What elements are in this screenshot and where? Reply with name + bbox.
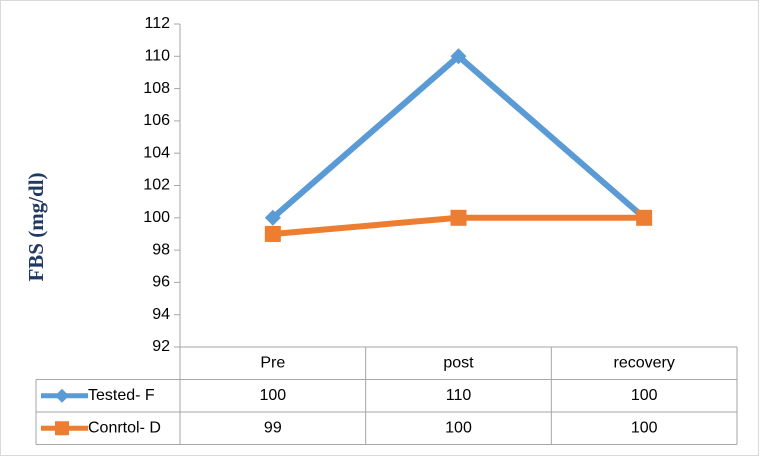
y-tick-label: 96 [152, 274, 170, 291]
table-cell: 110 [446, 387, 472, 404]
legend-label: Conrtol- D [88, 419, 161, 436]
x-tick-label: post [443, 354, 474, 371]
legend-marker [55, 421, 69, 436]
y-axis-label: FBS (mg/dl) [24, 172, 48, 281]
marker [636, 209, 653, 226]
marker [450, 48, 467, 65]
legend-marker [55, 388, 69, 403]
y-tick-label: 108 [143, 80, 170, 97]
y-tick-label: 102 [143, 177, 170, 194]
y-tick-label: 94 [152, 306, 170, 323]
y-tick-label: 100 [143, 209, 170, 226]
y-tick-label: 110 [144, 48, 170, 65]
table-cell: 100 [445, 419, 472, 436]
y-tick-label: 98 [152, 241, 170, 258]
marker [264, 209, 281, 226]
table-cell: 99 [264, 419, 282, 436]
y-tick-label: 112 [144, 15, 170, 32]
y-tick-label: 92 [152, 338, 170, 355]
marker [450, 209, 467, 226]
marker [264, 225, 281, 242]
table-cell: 100 [631, 419, 658, 436]
y-tick-label: 104 [143, 144, 170, 161]
x-tick-label: recovery [613, 354, 674, 371]
table-cell: 100 [631, 387, 658, 404]
table-cell: 100 [259, 387, 286, 404]
y-tick-label: 106 [143, 112, 170, 129]
legend-label: Tested- F [88, 387, 155, 404]
x-tick-label: Pre [260, 354, 285, 371]
